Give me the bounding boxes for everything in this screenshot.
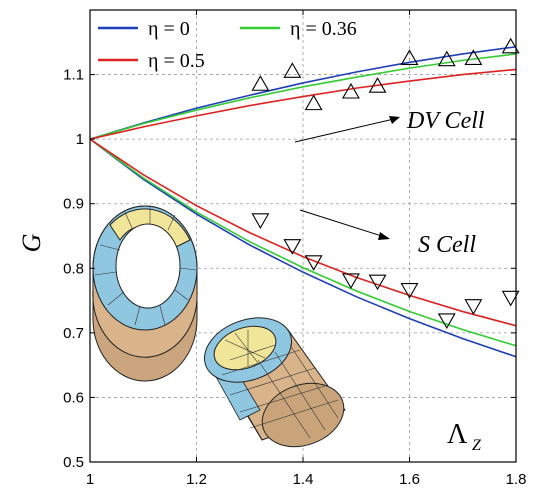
legend: η = 0 η = 0.36 η = 0.5 [98,18,357,72]
x-axis-label: Λ Z [447,419,482,454]
x-axis-label-symbol: Λ [447,419,468,450]
series-line-s [89,138,517,327]
up-triangle-marker [437,50,456,67]
ring-cell-illustration [92,205,198,382]
up-triangle-marker [368,77,387,93]
x-tick-label: 1.2 [186,471,207,488]
down-triangle-marker [341,273,360,290]
dv-cell-arrowhead [389,116,400,124]
up-triangle-marker [304,94,323,111]
y-tick-label: 0.8 [63,260,84,277]
cell-mesh-illustrations [92,205,346,448]
axes: 1 1.2 1.4 1.6 1.8 0.5 0.6 0.7 0.8 0.9 1 1.1 [63,9,527,488]
series-line-dv [89,46,517,140]
grid-lines [90,10,516,462]
y-tick-label: 0.7 [63,325,84,342]
up-triangle-marker [341,82,360,99]
down-triangle-marker [283,239,302,255]
y-axis-label: G [17,233,46,252]
y-tick-label: 1 [76,131,84,148]
annotations: DV Cell S Cell [294,108,485,258]
series-line-s [89,138,517,347]
dv-cell-label: DV Cell [406,108,485,134]
y-tick-label: 0.9 [63,196,84,213]
down-triangle-marker [437,313,456,330]
down-triangle-marker [501,290,520,307]
data-markers [251,37,520,330]
s-cell-arrow [299,209,389,239]
dv-cell-arrow [294,117,399,143]
series-line-dv [89,68,517,140]
down-triangle-marker [400,283,419,299]
legend-label-eta-0: η = 0 [148,18,190,40]
down-triangle-marker [304,255,323,271]
y-tick-label: 0.5 [63,454,84,471]
down-triangle-marker [464,299,483,315]
y-tick-label: 1.1 [63,67,84,84]
up-triangle-marker [251,75,270,91]
up-triangle-marker [501,37,520,54]
x-tick-label: 1.4 [293,471,314,488]
legend-label-eta-036: η = 0.36 [290,18,357,40]
up-triangle-marker [283,62,302,78]
cylinder-cell-illustration [203,317,346,448]
s-cell-label: S Cell [418,232,476,258]
x-axis-label-subscript: Z [472,437,482,454]
curves [89,46,517,358]
x-tick-label: 1.6 [399,471,420,488]
x-tick-label: 1.8 [506,471,527,488]
y-tick-label: 0.6 [63,389,84,406]
down-triangle-marker [251,213,270,229]
up-triangle-marker [400,49,419,65]
x-tick-label: 1 [86,471,94,488]
legend-label-eta-05: η = 0.5 [148,50,205,72]
series-line-s [89,138,517,358]
up-triangle-marker [464,49,483,65]
s-cell-arrowhead [378,232,390,240]
down-triangle-marker [368,274,387,291]
series-line-dv [89,53,517,140]
